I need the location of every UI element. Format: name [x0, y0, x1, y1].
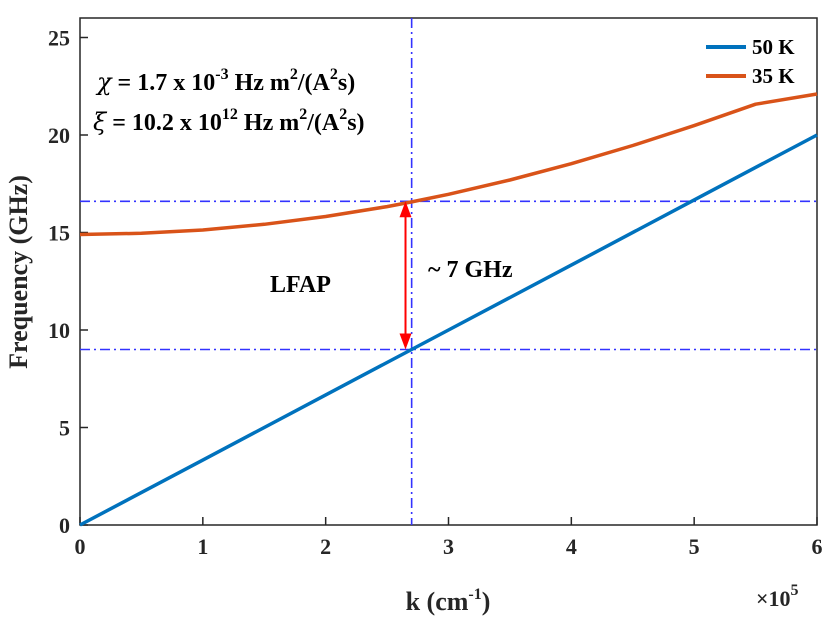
xi-equation: ξ = 10.2 x 1012 Hz m2/(A2s) — [93, 106, 365, 136]
x-axis-label: k (cm-1) — [406, 586, 491, 616]
x-tick-label: 6 — [812, 534, 823, 559]
y-tick-label: 5 — [59, 416, 70, 441]
legend-label-35k: 35 K — [752, 64, 795, 88]
gap-label: ~ 7 GHz — [428, 257, 513, 283]
chi-equation: χ = 1.7 x 10-3 Hz m2/(A2s) — [95, 66, 355, 96]
gap-arrow — [399, 201, 412, 350]
y-axis-label: Frequency (GHz) — [4, 175, 33, 369]
x-tick-label: 2 — [320, 534, 331, 559]
y-tick-label: 20 — [48, 123, 70, 148]
y-tick-label: 10 — [48, 318, 70, 343]
x-tick-label: 4 — [566, 534, 577, 559]
lfap-label: LFAP — [270, 272, 331, 298]
arrow-head-top — [399, 201, 412, 218]
x-multiplier: ×105 — [756, 582, 799, 611]
y-tick-label: 15 — [48, 221, 70, 246]
plot-area — [79, 17, 818, 526]
legend: 50 K 35 K — [706, 35, 795, 88]
x-tick-label: 1 — [197, 534, 208, 559]
x-tick-label: 3 — [443, 534, 454, 559]
series-lines — [79, 92, 818, 527]
series-line-35k — [79, 92, 818, 237]
x-tick-label: 0 — [75, 534, 86, 559]
legend-label-50k: 50 K — [752, 35, 795, 59]
axis-ticks: 0 1 2 3 4 5 6 0 5 10 15 20 25 — [48, 26, 823, 560]
x-tick-label: 5 — [689, 534, 700, 559]
y-tick-label: 25 — [48, 26, 70, 51]
series-line-50k — [79, 133, 818, 527]
arrow-head-bottom — [399, 333, 412, 350]
y-tick-label: 0 — [59, 513, 70, 538]
